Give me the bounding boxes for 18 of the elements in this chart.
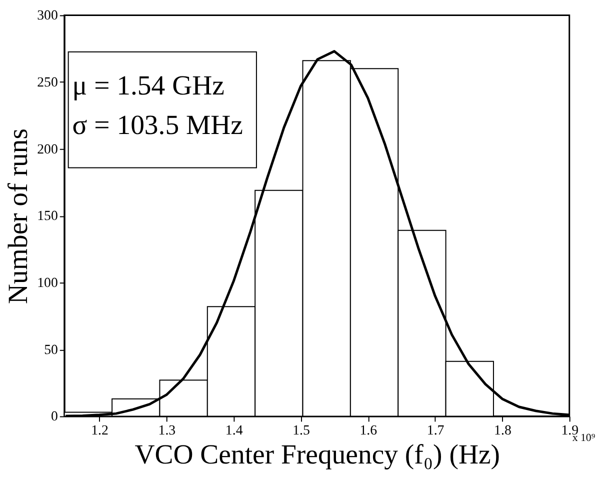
x-tick-label: 1.2 <box>91 422 109 438</box>
y-tick-label: 50 <box>44 342 58 357</box>
y-tick-label: 300 <box>37 8 58 23</box>
x-tick-label: 1.3 <box>158 422 176 438</box>
y-tick-label: 200 <box>37 141 58 156</box>
y-tick-label: 0 <box>50 408 58 424</box>
annotation: μ = 1.54 GHz <box>72 69 224 100</box>
x-tick-label: 1.8 <box>494 422 512 438</box>
x-tick-label: 1.5 <box>292 422 310 438</box>
x-tick-label: 1.7 <box>426 422 444 438</box>
x-axis-title: VCO Center Frequency (f₀) (Hz) <box>134 438 500 470</box>
annotation: σ = 103.5 MHz <box>72 109 243 140</box>
y-tick-label: 100 <box>37 275 58 290</box>
y-axis-title: Number of runs <box>2 128 34 304</box>
y-tick-label: 150 <box>37 208 58 224</box>
y-tick-label: 250 <box>37 74 58 90</box>
x-tick-label: 1.4 <box>225 422 243 438</box>
x-tick-label: 1.6 <box>360 422 378 438</box>
